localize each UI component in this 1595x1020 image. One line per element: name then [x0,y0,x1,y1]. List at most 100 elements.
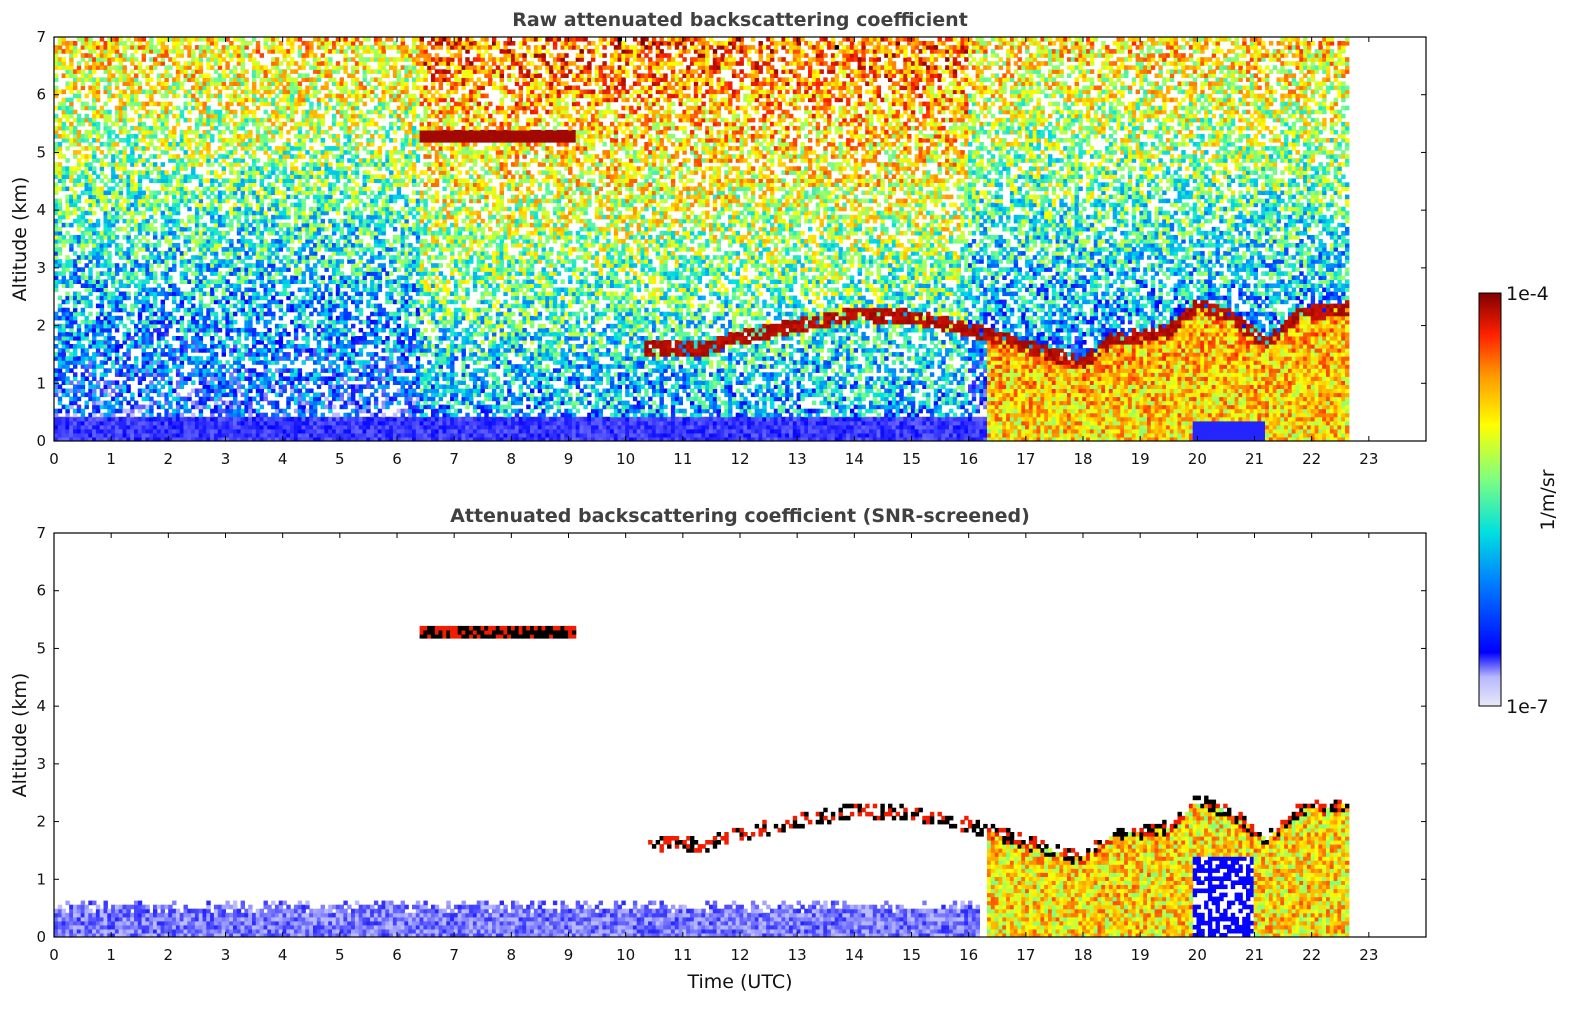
heatmap-cell [145,433,149,438]
heatmap-cell [123,296,127,301]
heatmap-cell [298,348,302,353]
heatmap-cell [203,178,207,183]
heatmap-cell [187,296,191,301]
heatmap-cell [218,191,222,196]
heatmap-cell [62,328,66,333]
heatmap-cell [130,203,134,208]
heatmap-cell [302,146,306,151]
heatmap-cell [233,312,237,317]
heatmap-cell [69,344,73,349]
heatmap-cell [283,154,287,159]
heatmap-cell [252,122,256,127]
heatmap-cell [305,235,309,240]
heatmap-cell [195,211,199,216]
heatmap-cell [298,138,302,143]
heatmap-cell [62,316,66,321]
heatmap-cell [54,344,58,349]
heatmap-cell [225,231,229,236]
heatmap-cell [233,122,237,127]
heatmap-cell [104,405,108,410]
heatmap-cell [149,162,153,167]
heatmap-cell [252,409,256,414]
heatmap-cell [275,203,279,208]
heatmap-cell [153,57,157,62]
heatmap-cell [199,413,203,418]
heatmap-cell [115,384,119,389]
heatmap-cell [142,397,146,402]
heatmap-cell [290,433,294,438]
heatmap-cell [164,368,168,373]
heatmap-cell [328,223,332,228]
heatmap-cell [195,90,199,95]
heatmap-cell [328,389,332,394]
heatmap-cell [298,203,302,208]
heatmap-cell [302,300,306,305]
heatmap-cell [62,61,66,66]
heatmap-cell [237,98,241,103]
heatmap-cell [260,271,264,276]
heatmap-cell [184,130,188,135]
heatmap-cell [271,283,275,288]
heatmap-cell [184,405,188,410]
heatmap-cell [225,417,229,422]
heatmap-cell [286,207,290,212]
heatmap-cell [168,316,172,321]
heatmap-cell [298,53,302,58]
heatmap-cell [88,433,92,438]
heatmap-cell [142,344,146,349]
heatmap-cell [187,328,191,333]
heatmap-cell [260,255,264,260]
heatmap-cell [191,308,195,313]
heatmap-cell [332,134,336,139]
heatmap-cell [81,154,85,159]
heatmap-cell [54,114,58,119]
heatmap-cell [225,223,229,228]
heatmap-cell [195,429,199,434]
heatmap-cell [100,401,104,406]
heatmap-cell [180,328,184,333]
heatmap-cell [104,328,108,333]
heatmap-cell [81,308,85,313]
heatmap-cell [149,65,153,70]
heatmap-cell [115,360,119,365]
heatmap-cell [134,57,138,62]
heatmap-cell [180,356,184,361]
heatmap-cell [241,352,245,357]
heatmap-cell [286,255,290,260]
heatmap-cell [96,53,100,58]
heatmap-cell [328,328,332,333]
heatmap-cell [100,328,104,333]
heatmap-cell [298,393,302,398]
heatmap-cell [321,170,325,175]
heatmap-cell [225,405,229,410]
heatmap-cell [206,162,210,167]
heatmap-cell [100,45,104,50]
heatmap-cell [241,49,245,54]
heatmap-cell [100,393,104,398]
heatmap-cell [191,195,195,200]
heatmap-cell [126,296,130,301]
heatmap-cell [195,227,199,232]
heatmap-cell [290,320,294,325]
heatmap-cell [313,360,317,365]
heatmap-cell [85,211,89,216]
heatmap-cell [244,106,248,111]
heatmap-cell [85,37,89,42]
heatmap-cell [176,356,180,361]
heatmap-cell [187,126,191,131]
heatmap-cell [123,170,127,175]
heatmap-cell [271,110,275,115]
heatmap-cell [180,162,184,167]
heatmap-cell [214,255,218,260]
heatmap-cell [195,255,199,260]
heatmap-cell [180,380,184,385]
heatmap-cell [283,332,287,337]
heatmap-cell [149,417,153,422]
heatmap-cell [283,389,287,394]
heatmap-cell [73,53,77,58]
heatmap-cell [81,243,85,248]
heatmap-cell [65,413,69,418]
heatmap-cell [336,316,340,321]
heatmap-cell [305,49,309,54]
heatmap-cell [260,77,264,82]
